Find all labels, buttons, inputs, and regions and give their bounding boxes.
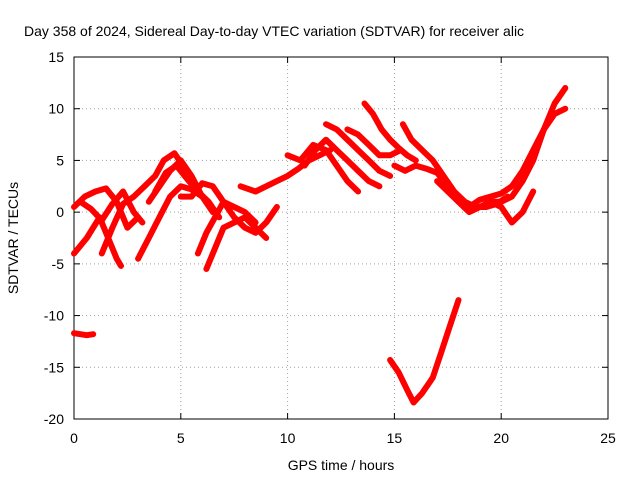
series-line-s7: [152, 162, 223, 221]
x-tick-label: 5: [177, 430, 185, 446]
y-tick-label: -20: [44, 411, 64, 427]
series-line-s12: [284, 141, 362, 195]
series-line-s15: [344, 126, 404, 159]
series-line-s1: [71, 185, 142, 231]
series-line-s4: [98, 150, 189, 257]
series-line-s13: [301, 136, 383, 190]
x-axis-ticks: 0 5 10 15 20 25: [70, 57, 616, 446]
x-tick-label: 0: [70, 430, 78, 446]
plot-area: [73, 56, 609, 420]
series-line-s11: [237, 147, 334, 195]
series-line-s9: [203, 214, 270, 272]
data-series: [71, 85, 569, 406]
y-axis-label: SDTVAR / TECUs: [5, 182, 21, 294]
x-tick-label: 15: [387, 430, 403, 446]
series-line-s2: [71, 214, 124, 269]
series-line-s16: [361, 100, 419, 164]
series-line-s10: [177, 180, 280, 236]
y-tick-label: 0: [56, 204, 64, 220]
x-tick-label: 10: [280, 430, 296, 446]
x-tick-label: 25: [600, 430, 616, 446]
y-axis-ticks: -20 -15 -10 -5 0 5 10 15: [44, 49, 608, 427]
series-line-s5: [135, 183, 206, 262]
y-tick-label: 5: [56, 152, 64, 168]
series-line-s21: [71, 330, 97, 339]
series-line-s22: [387, 297, 462, 406]
series-line-s14: [323, 121, 394, 179]
y-tick-label: 15: [48, 49, 64, 65]
series-line-s20: [487, 85, 569, 205]
y-tick-label: 10: [48, 101, 64, 117]
y-tick-label: -10: [44, 308, 64, 324]
plot-frame: [73, 56, 609, 420]
x-axis-label: GPS time / hours: [288, 457, 395, 473]
chart-title: Day 358 of 2024, Sidereal Day-to-day VTE…: [24, 23, 524, 39]
y-tick-label: -5: [52, 256, 65, 272]
y-tick-label: -15: [44, 359, 64, 375]
x-tick-label: 20: [493, 430, 509, 446]
series-line-s3: [77, 188, 146, 226]
